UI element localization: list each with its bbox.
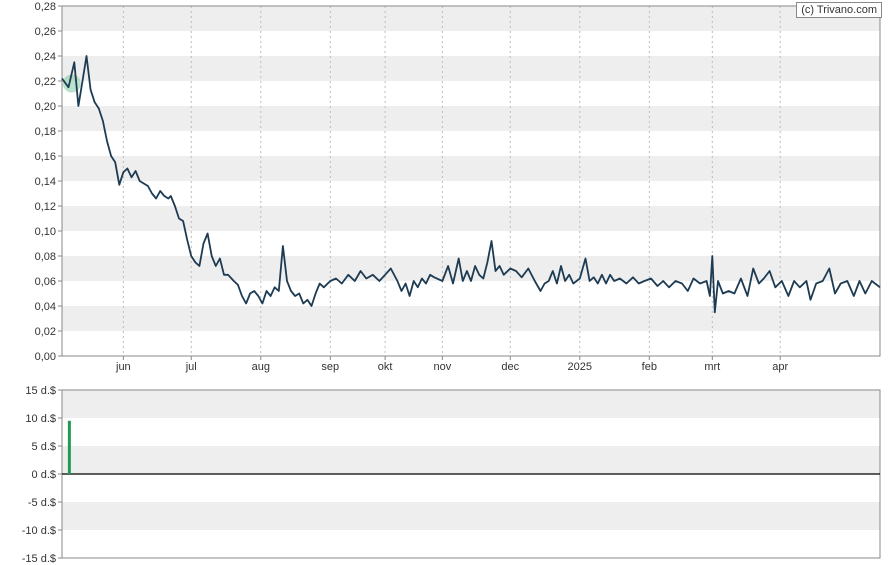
svg-text:0 d.$: 0 d.$ [32,469,56,481]
svg-text:2025: 2025 [568,361,592,373]
svg-text:0,00: 0,00 [35,351,56,363]
svg-text:okt: okt [378,361,393,373]
svg-text:aug: aug [252,361,270,373]
svg-text:0,14: 0,14 [35,176,56,188]
svg-text:15 d.$: 15 d.$ [25,385,56,397]
svg-text:5 d.$: 5 d.$ [32,441,56,453]
svg-text:0,24: 0,24 [35,51,56,63]
svg-text:0,02: 0,02 [35,326,56,338]
svg-text:apr: apr [772,361,788,373]
svg-text:dec: dec [501,361,519,373]
svg-text:0,04: 0,04 [35,301,56,313]
svg-text:0,22: 0,22 [35,76,56,88]
chart-container: (c) Trivano.com 0,00 0,02 0,04 0,06 0,08 0,10… [0,0,888,565]
svg-text:jul: jul [185,361,197,373]
svg-text:0,12: 0,12 [35,201,56,213]
svg-text:0,28: 0,28 [35,1,56,13]
svg-text:10 d.$: 10 d.$ [25,413,56,425]
svg-text:0,18: 0,18 [35,126,56,138]
svg-text:nov: nov [433,361,451,373]
svg-text:jun: jun [115,361,131,373]
svg-text:-10 d.$: -10 d.$ [22,525,56,537]
svg-text:0,08: 0,08 [35,251,56,263]
attribution-label: (c) Trivano.com [796,2,882,18]
chart-svg: 0,00 0,02 0,04 0,06 0,08 0,10 0,12 0,14 0,16 0,18… [0,0,888,565]
svg-text:0,16: 0,16 [35,151,56,163]
svg-text:-15 d.$: -15 d.$ [22,553,56,565]
svg-text:0,20: 0,20 [35,101,56,113]
svg-text:0,10: 0,10 [35,226,56,238]
svg-text:0,26: 0,26 [35,26,56,38]
svg-text:mrt: mrt [704,361,720,373]
svg-text:0,06: 0,06 [35,276,56,288]
svg-text:-5 d.$: -5 d.$ [28,497,56,509]
svg-text:sep: sep [321,361,339,373]
svg-text:feb: feb [642,361,657,373]
